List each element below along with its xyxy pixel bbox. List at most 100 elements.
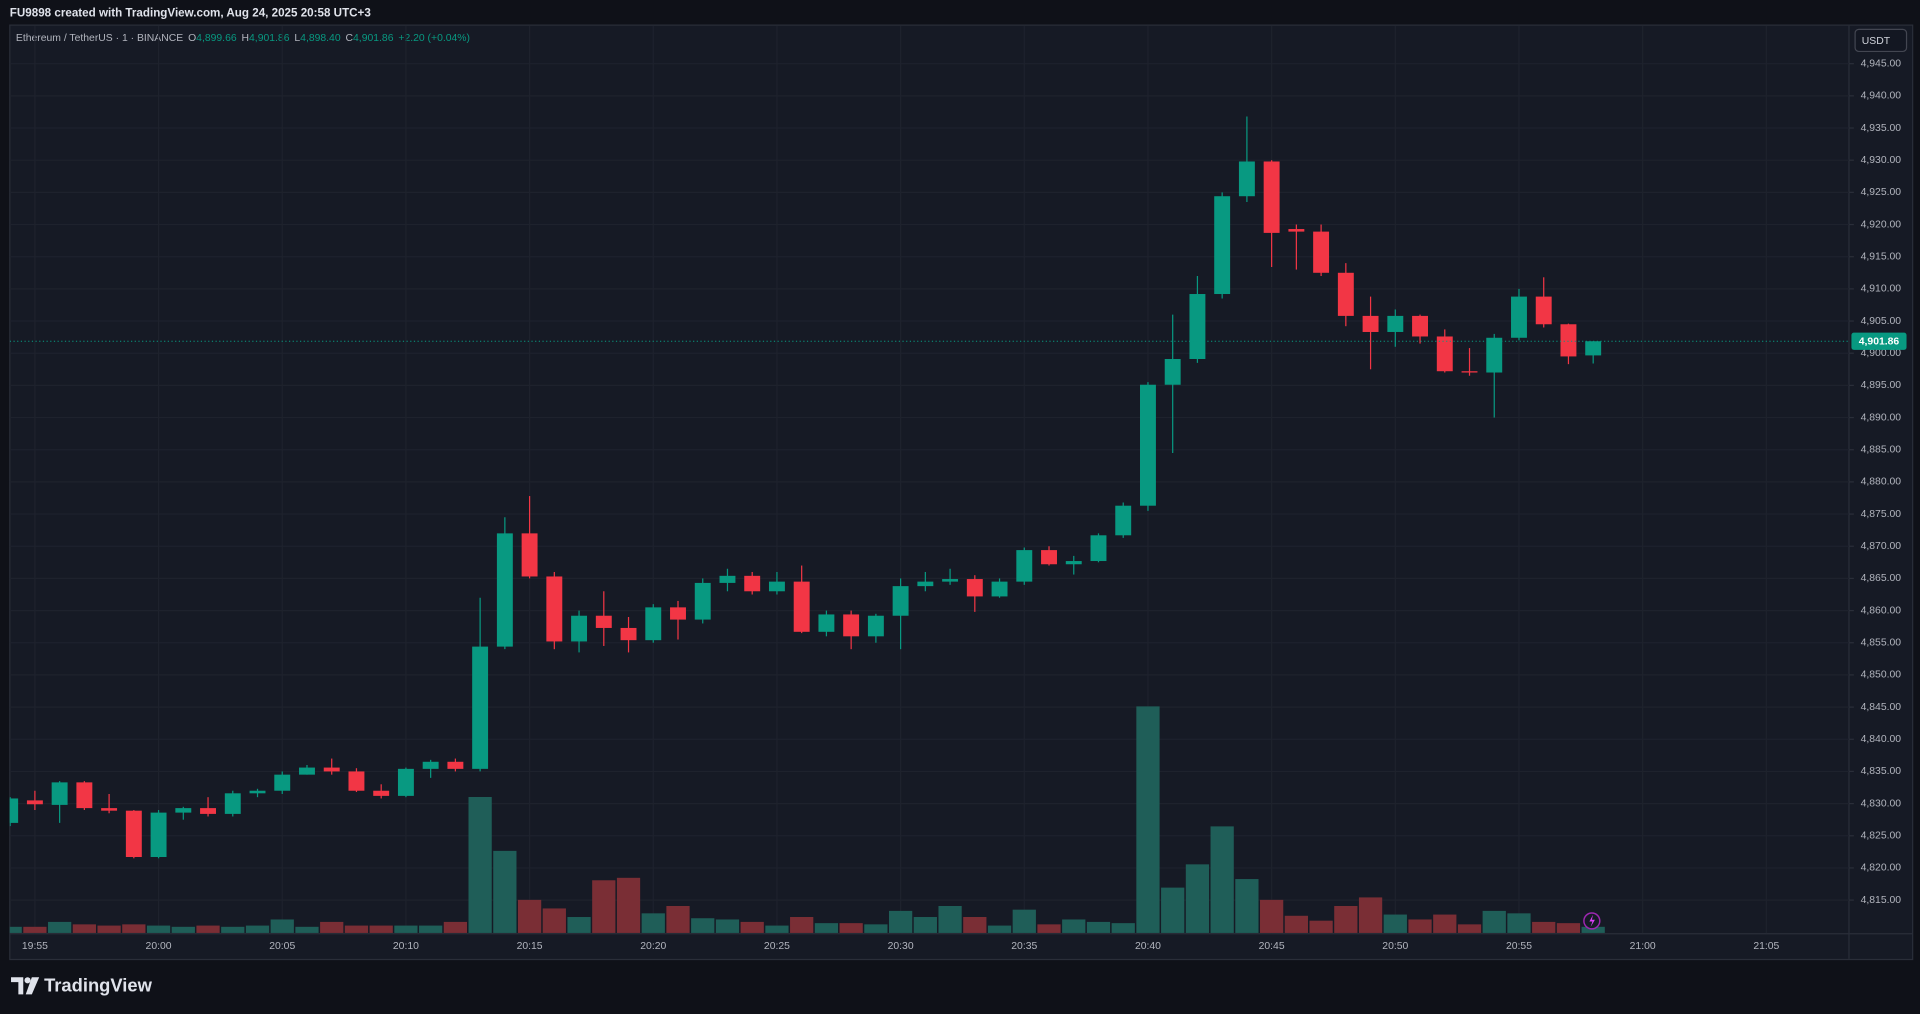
- volume-bar: [419, 925, 443, 933]
- candle-body: [942, 579, 959, 582]
- volume-bar: [517, 899, 542, 933]
- candle-body: [76, 782, 93, 809]
- volume-bar: [1334, 905, 1358, 933]
- volume-bar: [171, 926, 195, 933]
- volume-bar: [765, 925, 789, 933]
- y-tick-label: 4,945.00: [1861, 58, 1902, 69]
- volume-bar: [666, 905, 690, 933]
- volume-bar: [196, 925, 220, 933]
- alert-bolt: [1589, 914, 1595, 928]
- candle-body: [1486, 337, 1503, 373]
- y-tick-label: 4,820.00: [1861, 863, 1902, 874]
- footer-brand: TradingView: [44, 974, 153, 995]
- axes: 4,815.00 4,820.00 4,825.00 4,830.00 4,835.00…: [22, 58, 1907, 952]
- candle-body: [224, 793, 241, 814]
- candles: [9, 116, 1849, 859]
- legend-change: +2.20 (+0.04%): [398, 33, 470, 44]
- legend-key: C: [346, 33, 354, 44]
- chart-panel: [9, 24, 1914, 961]
- candle-body: [1585, 341, 1602, 356]
- volume-bar: [9, 926, 22, 933]
- y-tick-label: 4,920.00: [1861, 219, 1902, 230]
- x-tick-label: 21:05: [1753, 941, 1779, 952]
- volume-bar: [1185, 864, 1210, 933]
- candle-body: [595, 615, 612, 628]
- y-tick-label: 4,885.00: [1861, 444, 1902, 455]
- volume-bar: [97, 925, 121, 933]
- x-tick-label: 20:55: [1506, 941, 1532, 952]
- volume-bar: [1532, 921, 1556, 933]
- volume-bar: [1408, 919, 1432, 933]
- y-tick-label: 4,900.00: [1861, 348, 1902, 359]
- candle-body: [991, 581, 1008, 597]
- candle-body: [694, 582, 711, 620]
- y-tick-label: 4,880.00: [1861, 477, 1902, 488]
- volume-bar: [468, 796, 492, 933]
- y-tick-label: 4,850.00: [1861, 670, 1902, 681]
- x-tick-label: 20:40: [1135, 941, 1161, 952]
- x-tick-label: 20:45: [1259, 941, 1285, 952]
- candle-body: [1263, 161, 1280, 233]
- candle-body: [892, 586, 909, 616]
- volume-bar: [245, 925, 270, 933]
- volume-bar: [963, 917, 987, 933]
- x-tick-label: 20:35: [1011, 941, 1037, 952]
- footer-logo: [11, 977, 40, 995]
- volume-bar: [295, 926, 319, 933]
- y-tick-label: 4,870.00: [1861, 541, 1902, 552]
- candle-body: [1387, 315, 1404, 332]
- volume-bar: [23, 926, 47, 933]
- volume-bar: [592, 880, 616, 933]
- last-price-box: [1851, 332, 1907, 350]
- volume-bar: [1507, 913, 1531, 933]
- y-tick-label: 4,865.00: [1861, 573, 1902, 584]
- candle-body: [768, 581, 785, 592]
- volume-bar: [1037, 924, 1061, 933]
- y-tick-label: 4,905.00: [1861, 316, 1902, 327]
- y-tick-label: 4,925.00: [1861, 187, 1902, 198]
- candle-body: [397, 768, 414, 796]
- candle-body: [9, 798, 19, 823]
- candle-body: [1313, 231, 1330, 273]
- y-tick-label: 4,845.00: [1861, 702, 1902, 713]
- candle-body: [1065, 561, 1082, 565]
- volume-bar: [1556, 923, 1581, 933]
- currency-button[interactable]: [1854, 28, 1908, 53]
- y-tick-label: 4,830.00: [1861, 798, 1902, 809]
- candle-body: [546, 576, 563, 642]
- x-tick-label: 20:10: [393, 941, 419, 952]
- candle-body: [1189, 294, 1206, 360]
- candle-body: [200, 808, 216, 814]
- y-tick-label: 4,840.00: [1861, 734, 1902, 745]
- volume-bar: [1235, 879, 1259, 933]
- y-tick-label: 4,825.00: [1861, 831, 1902, 842]
- candle-body: [323, 767, 340, 772]
- volume-bar: [1284, 915, 1308, 933]
- volume-bar: [394, 925, 418, 933]
- y-tick-label: 4,940.00: [1861, 91, 1902, 102]
- volume-bar: [493, 850, 517, 933]
- candle-body: [1560, 324, 1577, 357]
- candle-body: [818, 614, 835, 632]
- candle-body: [843, 614, 860, 637]
- volume-bar: [567, 917, 591, 933]
- volume-bar: [938, 905, 962, 933]
- logo-dot: [24, 977, 31, 984]
- volume-bar: [1012, 909, 1036, 933]
- candle-body: [1337, 272, 1354, 316]
- symbol: Ethereum / TetherUS · 1 · BINANCE: [16, 33, 183, 44]
- volume-bar: [1433, 914, 1457, 933]
- y-tick-label: 4,915.00: [1861, 251, 1902, 262]
- legend-key: L: [294, 33, 300, 44]
- y-tick-label: 4,835.00: [1861, 766, 1902, 777]
- x-tick-label: 20:25: [764, 941, 790, 952]
- logo-shape: [11, 977, 24, 995]
- x-tick-label: 20:30: [888, 941, 914, 952]
- candle-body: [1115, 505, 1132, 536]
- candle-body: [447, 761, 464, 769]
- candle-body: [1288, 229, 1305, 232]
- candle-body: [249, 790, 266, 794]
- candle-body: [125, 810, 142, 858]
- currency[interactable]: USDT: [1862, 36, 1891, 47]
- candle-body: [1412, 315, 1428, 337]
